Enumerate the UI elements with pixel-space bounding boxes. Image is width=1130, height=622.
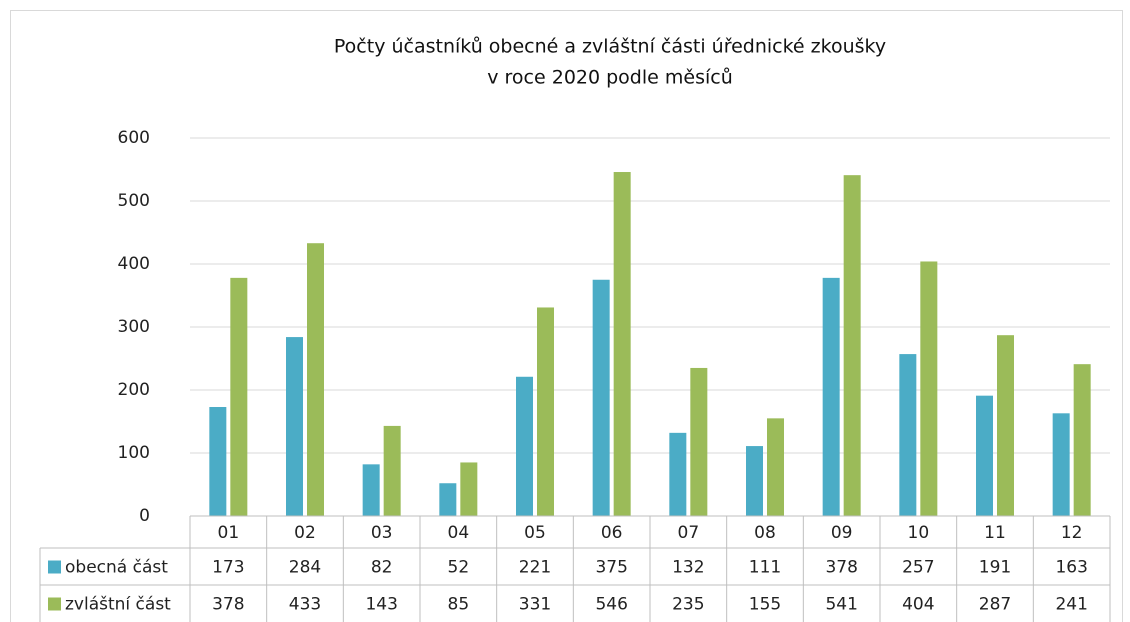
bar bbox=[822, 277, 840, 516]
table-value: 235 bbox=[672, 595, 704, 615]
bar bbox=[976, 395, 993, 516]
bar bbox=[460, 462, 478, 516]
x-tick-label: 03 bbox=[371, 523, 393, 543]
x-tick-label: 07 bbox=[678, 523, 700, 543]
table-value: 375 bbox=[595, 558, 627, 578]
bar bbox=[746, 446, 763, 516]
bar bbox=[1052, 413, 1070, 516]
table-value: 85 bbox=[448, 595, 470, 615]
bar bbox=[230, 277, 248, 516]
bar bbox=[669, 432, 687, 516]
bar bbox=[613, 172, 631, 516]
table-value: 82 bbox=[371, 558, 393, 578]
table-value: 221 bbox=[519, 558, 551, 578]
table-value: 52 bbox=[448, 558, 470, 578]
bar bbox=[899, 354, 917, 516]
chart-border bbox=[10, 10, 1123, 622]
table-value: 331 bbox=[519, 595, 551, 615]
chart-title: Počty účastníků obecné a zvláštní části … bbox=[334, 36, 886, 58]
bar bbox=[592, 279, 610, 516]
bar bbox=[286, 337, 303, 516]
legend-label: obecná část bbox=[65, 558, 168, 578]
y-tick-label: 0 bbox=[139, 506, 150, 526]
table-value: 257 bbox=[902, 558, 934, 578]
table-value: 284 bbox=[289, 558, 321, 578]
x-tick-label: 08 bbox=[754, 523, 776, 543]
table-value: 241 bbox=[1055, 595, 1087, 615]
table-value: 191 bbox=[979, 558, 1011, 578]
table-value: 378 bbox=[212, 595, 244, 615]
table-value: 287 bbox=[979, 595, 1011, 615]
table-value: 143 bbox=[365, 595, 397, 615]
bar bbox=[209, 407, 227, 516]
x-tick-label: 06 bbox=[601, 523, 623, 543]
chart-title: v roce 2020 podle měsíců bbox=[487, 67, 733, 89]
y-tick-label: 200 bbox=[118, 380, 150, 400]
table-value: 404 bbox=[902, 595, 934, 615]
bar bbox=[997, 335, 1014, 516]
bar bbox=[383, 425, 401, 516]
table-value: 163 bbox=[1055, 558, 1087, 578]
legend-label: zvláštní část bbox=[65, 595, 171, 615]
table-value: 433 bbox=[289, 595, 321, 615]
bar bbox=[920, 261, 938, 516]
x-tick-label: 10 bbox=[908, 523, 930, 543]
x-tick-label: 01 bbox=[218, 523, 240, 543]
x-tick-label: 04 bbox=[448, 523, 470, 543]
table-value: 378 bbox=[825, 558, 857, 578]
y-tick-label: 500 bbox=[118, 191, 150, 211]
table-value: 132 bbox=[672, 558, 704, 578]
y-tick-label: 400 bbox=[118, 254, 150, 274]
y-tick-label: 100 bbox=[118, 443, 150, 463]
x-tick-label: 02 bbox=[294, 523, 316, 543]
bar bbox=[767, 418, 784, 516]
bar bbox=[843, 175, 861, 517]
bar bbox=[516, 376, 533, 516]
table-value: 111 bbox=[749, 558, 781, 578]
bar bbox=[1073, 364, 1091, 516]
table-value: 546 bbox=[595, 595, 627, 615]
x-tick-label: 12 bbox=[1061, 523, 1083, 543]
legend-swatch bbox=[48, 597, 61, 611]
bar bbox=[439, 483, 457, 516]
bar bbox=[362, 464, 380, 516]
legend-swatch bbox=[48, 560, 61, 574]
x-tick-label: 05 bbox=[524, 523, 546, 543]
bar bbox=[307, 243, 324, 516]
y-tick-label: 600 bbox=[118, 128, 150, 148]
bar bbox=[537, 307, 554, 516]
table-value: 173 bbox=[212, 558, 244, 578]
x-tick-label: 09 bbox=[831, 523, 853, 543]
table-value: 155 bbox=[749, 595, 781, 615]
x-tick-label: 11 bbox=[984, 523, 1006, 543]
table-value: 541 bbox=[825, 595, 857, 615]
bar bbox=[690, 367, 708, 516]
y-tick-label: 300 bbox=[118, 317, 150, 337]
